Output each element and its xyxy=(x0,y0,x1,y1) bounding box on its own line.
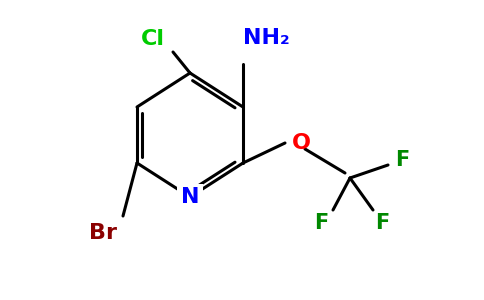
Text: Cl: Cl xyxy=(141,29,165,49)
Text: N: N xyxy=(181,187,199,207)
Text: O: O xyxy=(291,133,311,153)
Text: F: F xyxy=(375,213,389,233)
Text: Br: Br xyxy=(89,223,117,243)
Text: F: F xyxy=(395,150,409,170)
Text: NH₂: NH₂ xyxy=(242,28,289,48)
Text: F: F xyxy=(314,213,328,233)
